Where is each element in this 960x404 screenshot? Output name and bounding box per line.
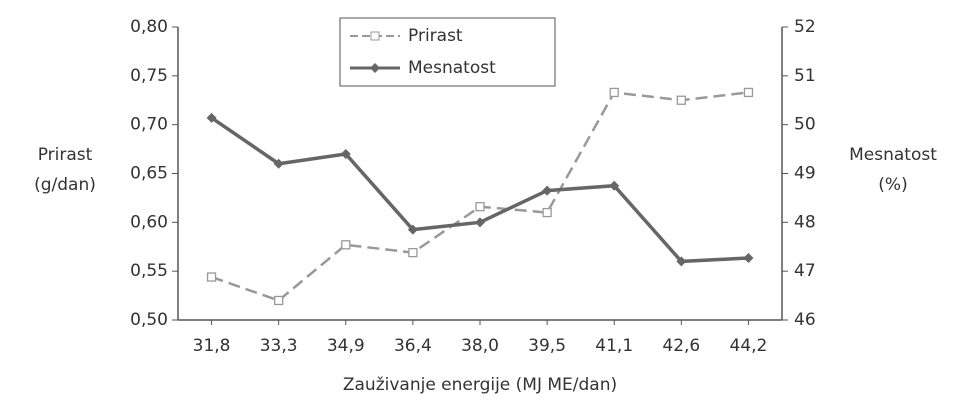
x-tick-label: 44,2 <box>730 336 768 356</box>
x-axis-label: Zauživanje energije (MJ ME/dan) <box>343 375 617 395</box>
legend-marker <box>370 63 380 73</box>
marker <box>206 272 217 282</box>
marker <box>340 148 351 159</box>
marker <box>407 224 418 235</box>
y-axis-label: Prirast <box>38 145 93 165</box>
legend-marker <box>370 31 380 41</box>
marker <box>676 256 687 267</box>
y2-tick-label: 51 <box>794 66 816 86</box>
y2-axis-label: (%) <box>878 175 907 195</box>
marker <box>475 217 485 228</box>
marker <box>206 112 217 123</box>
marker <box>408 247 418 258</box>
marker <box>542 207 552 218</box>
y2-axis-label: Mesnatost <box>849 145 937 165</box>
y-tick-label: 0,75 <box>130 66 168 86</box>
y-tick-label: 0,55 <box>130 261 168 281</box>
marker <box>273 158 284 169</box>
marker <box>676 95 686 105</box>
y2-tick-label: 48 <box>794 212 816 232</box>
y-tick-label: 0,60 <box>130 212 168 232</box>
series-line <box>211 91 749 302</box>
x-tick-label: 38,0 <box>461 336 499 356</box>
legend-box <box>339 17 556 87</box>
legend-label: Prirast <box>408 26 463 46</box>
y2-tick-label: 50 <box>794 115 816 135</box>
x-tick-label: 36,4 <box>394 336 432 356</box>
y2-tick-label: 46 <box>794 310 816 330</box>
y2-tick-label: 49 <box>794 164 816 184</box>
y-tick-label: 0,80 <box>130 17 168 37</box>
x-tick-label: 33,3 <box>260 336 298 356</box>
marker <box>475 202 485 212</box>
y2-tick-label: 47 <box>794 261 816 281</box>
y2-tick-label: 52 <box>794 17 816 37</box>
x-tick-label: 41,1 <box>595 336 633 356</box>
marker <box>609 180 620 191</box>
marker <box>743 87 754 98</box>
y-tick-label: 0,65 <box>130 164 168 184</box>
x-tick-label: 34,9 <box>327 336 365 356</box>
y-axis-label: (g/dan) <box>34 175 96 195</box>
marker <box>743 252 754 263</box>
marker <box>341 240 351 250</box>
x-tick-label: 31,8 <box>193 336 231 356</box>
marker <box>274 295 284 306</box>
y-tick-label: 0,50 <box>130 310 168 330</box>
x-tick-label: 39,5 <box>528 336 566 356</box>
y-tick-label: 0,70 <box>130 115 168 135</box>
legend-label: Mesnatost <box>408 58 496 78</box>
x-tick-label: 42,6 <box>662 336 700 356</box>
marker <box>609 87 619 98</box>
marker <box>542 185 553 196</box>
series-line <box>210 116 749 264</box>
